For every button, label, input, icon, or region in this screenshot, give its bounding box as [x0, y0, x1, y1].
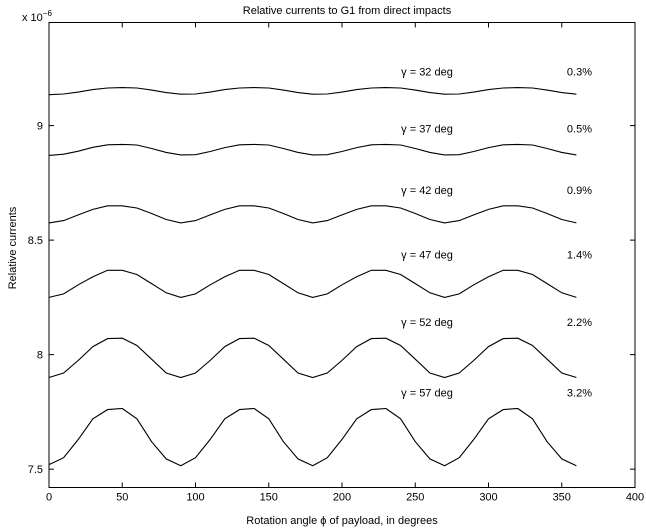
series-gamma-label: γ = 32 deg [401, 67, 453, 79]
series-line-1 [48, 143, 577, 156]
series-percent-label: 2.2% [567, 317, 592, 329]
series-percent-label: 0.3% [567, 67, 592, 79]
x-axis-label: Rotation angle ϕ of payload, in degrees [246, 515, 438, 527]
y-tick-label: 8 [37, 350, 43, 362]
axis-tick-labels: 0 50 100 150 200 250 300 350 400 7.5 8 8.5 9 [28, 121, 644, 504]
series-gamma-label: γ = 52 deg [401, 317, 453, 329]
series-gamma-label: γ = 57 deg [401, 387, 453, 399]
series-line-3 [48, 269, 577, 298]
y-multiplier-label: x 10−6 [22, 9, 52, 24]
x-tick-label: 200 [333, 492, 351, 504]
series-percent-label: 0.5% [567, 123, 592, 135]
series-annotations: γ = 32 deg 0.3% γ = 37 deg 0.5% γ = 42 deg 0.… [401, 67, 592, 400]
series-percent-label: 0.9% [567, 185, 592, 197]
series-line-4 [48, 337, 577, 379]
y-tick-label: 8.5 [28, 235, 43, 247]
axis-ticks [48, 22, 636, 488]
series-percent-label: 1.4% [567, 249, 592, 261]
y-multiplier-exponent: −6 [43, 9, 53, 18]
x-tick-label: 0 [46, 492, 52, 504]
series-percent-label: 3.2% [567, 387, 592, 399]
x-tick-label: 350 [553, 492, 571, 504]
x-tick-label: 50 [116, 492, 128, 504]
x-tick-label: 150 [260, 492, 278, 504]
y-axis-label: Relative currents [7, 206, 19, 289]
series-gamma-label: γ = 42 deg [401, 185, 453, 197]
y-tick-label: 9 [37, 121, 43, 133]
series-gamma-label: γ = 47 deg [401, 249, 453, 261]
y-multiplier-base: x 10 [22, 12, 43, 24]
series-line-2 [48, 205, 577, 224]
chart-title: Relative currents to G1 from direct impa… [243, 5, 452, 17]
x-tick-label: 250 [406, 492, 424, 504]
x-tick-label: 300 [479, 492, 497, 504]
series-line-0 [48, 87, 577, 96]
series-gamma-label: γ = 37 deg [401, 123, 453, 135]
y-tick-label: 7.5 [28, 464, 43, 476]
series-lines [48, 87, 577, 467]
x-tick-label: 400 [626, 492, 644, 504]
series-line-5 [48, 407, 577, 467]
x-tick-label: 100 [186, 492, 204, 504]
